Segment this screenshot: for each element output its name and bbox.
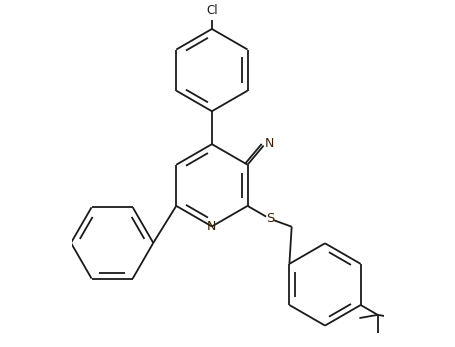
Text: S: S bbox=[265, 212, 273, 225]
Text: Cl: Cl bbox=[206, 4, 217, 17]
Text: N: N bbox=[207, 220, 216, 233]
Text: N: N bbox=[264, 137, 273, 150]
